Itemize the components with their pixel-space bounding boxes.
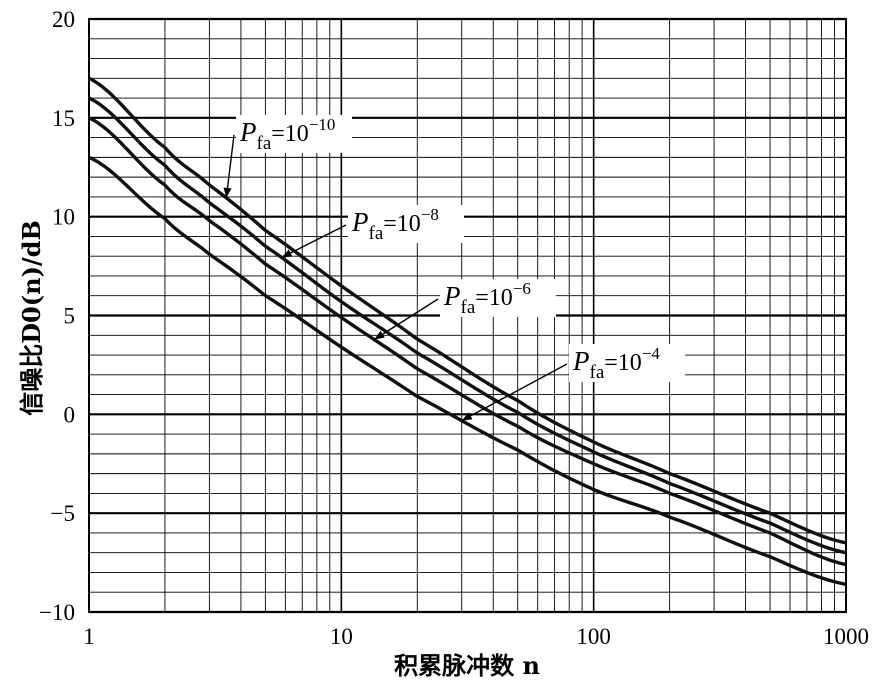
series-line <box>88 155 847 586</box>
y-tick-label: 10 <box>52 205 75 230</box>
label-pointer-arrowhead <box>461 412 473 421</box>
series-label-text: Pfa=10−10 <box>239 115 335 154</box>
plot-frame <box>88 18 847 613</box>
x-tick-labels: 1 10 100 1000 <box>83 624 869 649</box>
label-pointer-line <box>461 363 568 422</box>
x-tick-label: 1000 <box>823 624 869 649</box>
series-lines <box>88 76 847 586</box>
series-line <box>88 76 847 545</box>
label-pointer-line <box>281 224 347 259</box>
x-axis-title: 积累脉冲数 n <box>394 651 540 680</box>
label-pointer-line <box>373 298 439 341</box>
label-background <box>348 205 464 243</box>
label-pointer-line <box>225 134 235 198</box>
label-pointer-arrowhead <box>374 330 385 340</box>
x-tick-label: 1 <box>83 624 95 649</box>
series-label-text: Pfa=10−4 <box>572 344 660 383</box>
series-label: Pfa=10−6 <box>373 279 556 341</box>
y-tick-label: 20 <box>52 7 75 32</box>
label-pointer-arrowhead <box>281 249 293 258</box>
series-line <box>88 96 847 555</box>
series-label: Pfa=10−10 <box>223 115 352 198</box>
series-line <box>88 116 847 567</box>
label-background <box>569 344 685 382</box>
x-tick-label: 100 <box>576 624 611 649</box>
x-tick-label: 10 <box>330 624 353 649</box>
y-axis-title: 信噪比D0(n)/dB <box>17 220 46 416</box>
label-background <box>236 115 352 153</box>
y-tick-label: −5 <box>51 501 75 526</box>
y-tick-label: 15 <box>52 106 75 131</box>
y-tick-label: 5 <box>64 304 76 329</box>
series-label-text: Pfa=10−8 <box>351 205 439 244</box>
label-background <box>440 279 556 317</box>
series-label: Pfa=10−4 <box>461 344 685 422</box>
y-tick-labels: 20 15 10 5 0 −5 −10 <box>39 7 75 625</box>
y-tick-label: −10 <box>39 600 75 625</box>
series-label: Pfa=10−8 <box>281 205 464 259</box>
series-label-text: Pfa=10−6 <box>443 279 531 318</box>
y-tick-label: 0 <box>64 402 76 427</box>
label-pointer-arrowhead <box>223 187 232 198</box>
